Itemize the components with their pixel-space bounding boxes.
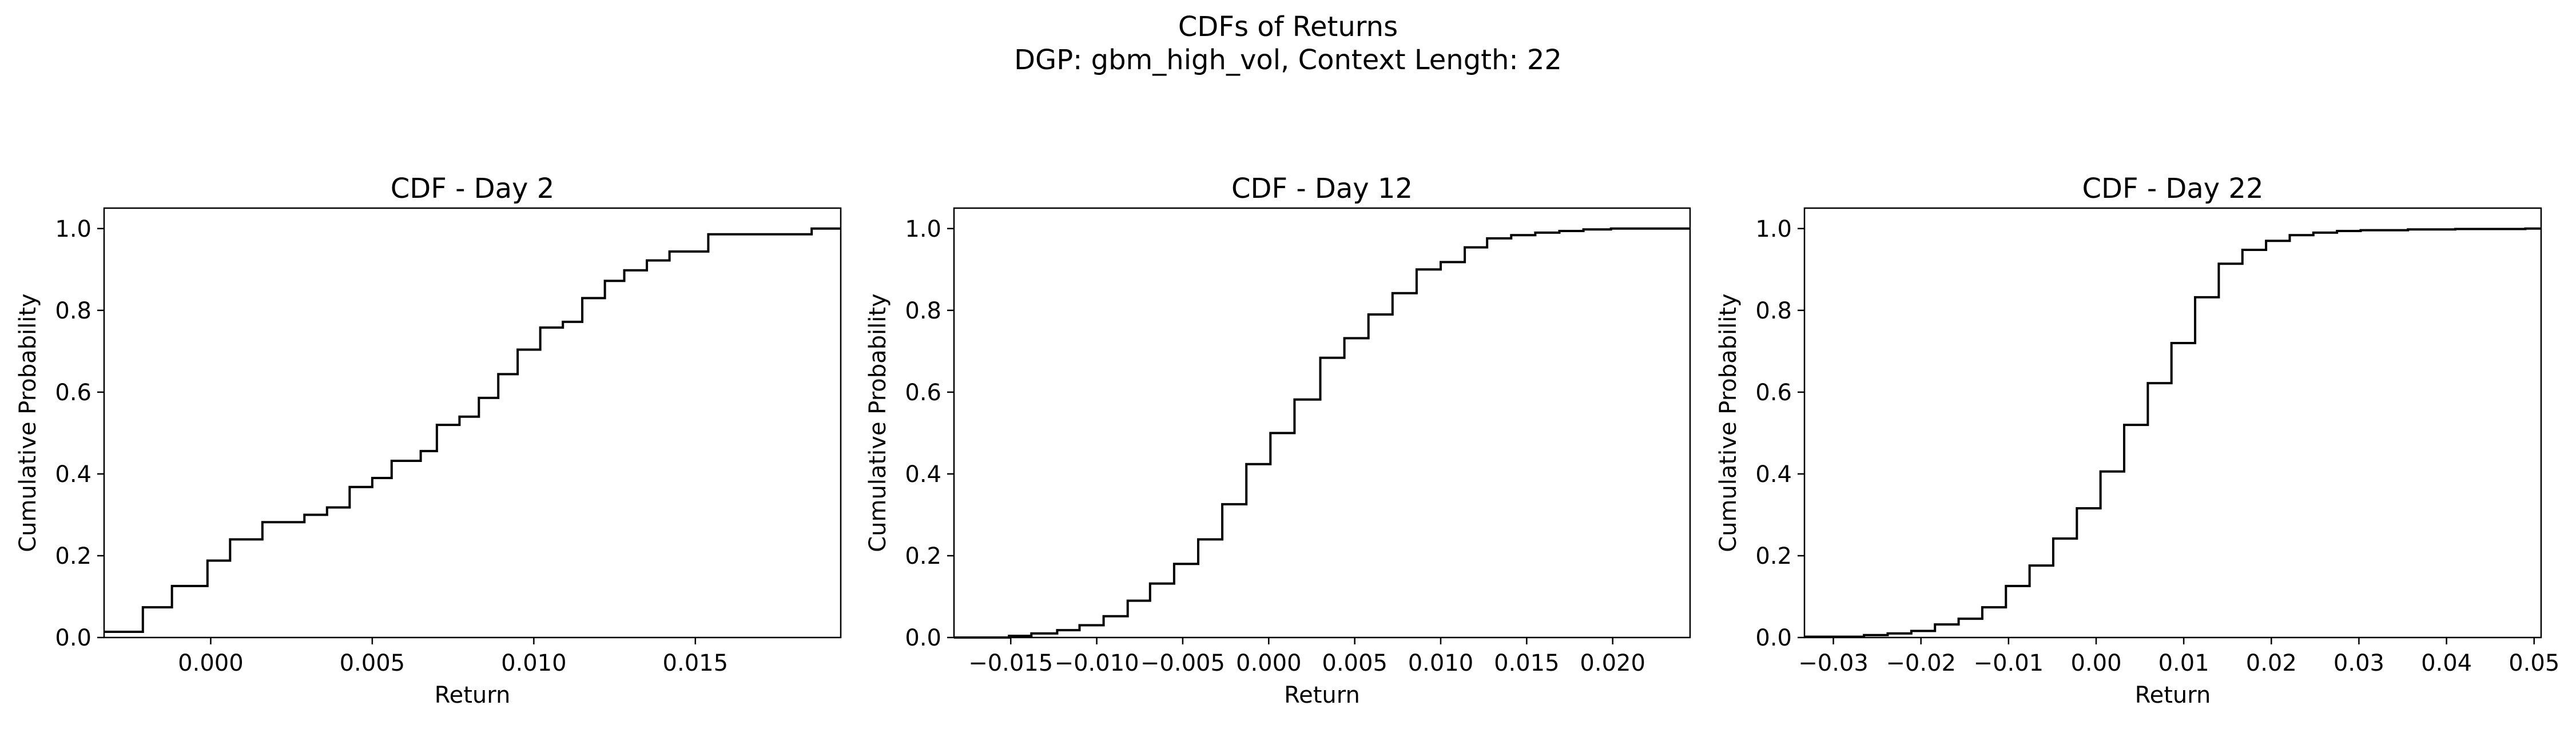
y-axis-label: Cumulative Probability — [865, 293, 891, 552]
x-tick-label: 0.00 — [2070, 650, 2121, 676]
x-tick-label: 0.000 — [178, 650, 244, 676]
x-axis-label: Return — [2135, 682, 2211, 708]
y-tick-label: 1.0 — [905, 216, 941, 242]
y-tick-label: 0.0 — [55, 625, 92, 651]
axes-frame — [953, 207, 1691, 639]
subplot-title: CDF - Day 22 — [2082, 173, 2263, 205]
y-tick-label: 0.0 — [905, 625, 941, 651]
subplot-title: CDF - Day 2 — [391, 173, 555, 205]
y-axis-label: Cumulative Probability — [15, 293, 41, 552]
x-tick-label: −0.01 — [1974, 650, 2044, 676]
figure-title: CDFs of Returns DGP: gbm_high_vol, Conte… — [0, 10, 2576, 77]
y-tick-label: 0.8 — [905, 298, 941, 324]
y-tick-label: 0.6 — [1755, 380, 1792, 406]
cdf-step-line — [104, 227, 841, 633]
axes-frame — [1803, 207, 2542, 639]
y-tick-label: 0.0 — [1755, 625, 1792, 651]
x-axis-label: Return — [435, 682, 511, 708]
x-tick-label: −0.010 — [1055, 650, 1139, 676]
x-tick-label: −0.005 — [1140, 650, 1225, 676]
x-tick-label: 0.005 — [1322, 650, 1388, 676]
x-tick-label: 0.015 — [663, 650, 729, 676]
x-tick-label: 0.04 — [2421, 650, 2472, 676]
x-tick-label: 0.01 — [2158, 650, 2209, 676]
x-tick-label: 0.05 — [2509, 650, 2559, 676]
y-tick-label: 0.6 — [55, 380, 92, 406]
subplot-day-12: CDF - Day 12 −0.015 −0.010 −0.005 0.000 0.005… — [865, 173, 1691, 708]
y-tick-label: 0.8 — [55, 298, 92, 324]
x-axis-label: Return — [1284, 682, 1360, 708]
x-tick-label: 0.015 — [1494, 650, 1560, 676]
figure-title-line-2: DGP: gbm_high_vol, Context Length: 22 — [1014, 44, 1562, 76]
subplot-day-2: CDF - Day 2 0.000 0.005 0.010 0.015 0.0 0.2 0.4… — [15, 173, 842, 708]
x-tick-label: −0.03 — [1798, 650, 1869, 676]
y-tick-label: 0.2 — [905, 543, 941, 569]
subplot-day-22: CDF - Day 22 −0.03 −0.02 −0.01 0.00 0.01 0.02 0… — [1715, 173, 2559, 708]
x-tick-label: 0.020 — [1580, 650, 1645, 676]
x-tick-label: 0.010 — [501, 650, 567, 676]
y-tick-label: 0.2 — [55, 543, 92, 569]
y-tick-label: 0.4 — [55, 461, 92, 488]
figure-title-line-1: CDFs of Returns — [1178, 11, 1398, 43]
y-tick-label: 0.2 — [1755, 543, 1792, 569]
y-tick-label: 0.6 — [905, 380, 941, 406]
x-tick-label: 0.03 — [2333, 650, 2384, 676]
x-tick-label: 0.010 — [1408, 650, 1474, 676]
x-tick-label: −0.015 — [968, 650, 1053, 676]
cdf-step-line — [954, 227, 1690, 639]
y-tick-label: 1.0 — [55, 216, 92, 242]
y-axis-label: Cumulative Probability — [1715, 293, 1742, 552]
x-tick-label: 0.000 — [1236, 650, 1302, 676]
y-tick-label: 0.8 — [1755, 298, 1792, 324]
subplot-title: CDF - Day 12 — [1231, 173, 1413, 205]
x-tick-label: 0.02 — [2246, 650, 2297, 676]
y-tick-label: 1.0 — [1755, 216, 1792, 242]
y-tick-label: 0.4 — [1755, 461, 1792, 488]
cdf-step-line — [1804, 227, 2541, 638]
y-tick-label: 0.4 — [905, 461, 941, 488]
axes-frame — [103, 207, 842, 639]
x-tick-label: −0.02 — [1886, 650, 1956, 676]
x-tick-label: 0.005 — [340, 650, 406, 676]
